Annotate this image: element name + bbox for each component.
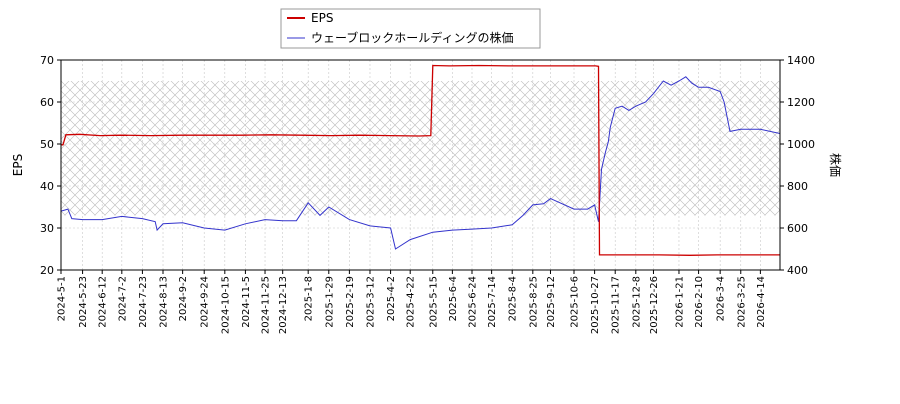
- x-tick-label: 2026-3-4: [716, 276, 727, 321]
- grid: [60, 59, 780, 271]
- y-left-tick-label: 40: [40, 180, 54, 193]
- y-left-tick-label: 20: [40, 264, 54, 277]
- x-tick-label: 2025-10-27: [590, 276, 601, 334]
- x-tick-label: 2024-11-25: [261, 276, 272, 334]
- x-tick-label: 2025-5-15: [428, 276, 439, 328]
- x-tick-label: 2025-10-6: [570, 276, 581, 328]
- x-tick-label: 2024-5-23: [78, 276, 89, 328]
- x-tick-label: 2025-11-17: [611, 276, 622, 334]
- x-tick-label: 2025-7-14: [487, 276, 498, 328]
- y-left-tick-label: 50: [40, 138, 54, 151]
- y-left-tick-label: 60: [40, 96, 54, 109]
- x-tick-label: 2026-1-21: [674, 276, 685, 328]
- left-axis: 20 30 40 50 60 70: [40, 54, 61, 277]
- x-tick-label: 2025-4-2: [386, 276, 397, 321]
- legend-label-eps: EPS: [311, 11, 333, 25]
- series-line-price: [61, 76, 780, 250]
- hatch-band: [61, 81, 780, 216]
- x-tick-label: 2024-6-12: [98, 276, 109, 328]
- x-tick-label: 2024-9-2: [178, 276, 189, 321]
- x-tick-label: 2025-1-29: [324, 276, 335, 328]
- y-left-tick-label: 30: [40, 222, 54, 235]
- x-tick-label: 2024-7-2: [117, 276, 128, 321]
- y-right-tick-label: 400: [787, 264, 808, 277]
- x-tick-label: 2025-9-12: [546, 276, 557, 328]
- y-right-tick-label: 1200: [787, 96, 815, 109]
- x-tick-label: 2025-2-19: [345, 276, 356, 328]
- x-tick-label: 2026-4-14: [756, 276, 767, 328]
- x-tick-label: 2024-7-23: [138, 276, 149, 328]
- legend-label-price: ウェーブロックホールディングの株価: [311, 30, 513, 45]
- x-tick-label: 2025-3-12: [365, 276, 376, 328]
- x-tick-label: 2024-5-1: [57, 276, 68, 321]
- x-tick-label: 2024-12-13: [278, 276, 289, 334]
- x-tick-label: 2025-4-22: [406, 276, 417, 328]
- legend-box: [280, 8, 541, 49]
- y-left-axis-label: EPS: [11, 154, 25, 176]
- y-right-tick-label: 800: [787, 180, 808, 193]
- plot-frame: [60, 59, 781, 271]
- x-tick-label: 2024-10-15: [220, 276, 231, 334]
- legend: EPS ウェーブロックホールディングの株価: [280, 8, 541, 49]
- y-right-tick-label: 1000: [787, 138, 815, 151]
- x-tick-label: 2026-2-10: [694, 276, 705, 328]
- right-axis: 400 600 800 1000 1200 1400: [780, 54, 815, 277]
- x-tick-label: 2024-9-24: [200, 276, 211, 328]
- x-tick-label: 2025-6-4: [448, 276, 459, 321]
- x-tick-label: 2024-11-5: [241, 276, 252, 328]
- x-axis: 2024-5-1 2024-5-23 2024-6-12 2024-7-2 2024-7…: [57, 270, 767, 334]
- x-tick-label: 2025-12-26: [649, 276, 660, 334]
- x-tick-label: 2025-8-25: [528, 276, 539, 328]
- series-line-eps: [61, 64, 780, 256]
- y-right-tick-label: 600: [787, 222, 808, 235]
- y-left-tick-label: 70: [40, 54, 54, 67]
- x-tick-label: 2025-1-8: [304, 276, 315, 321]
- x-tick-label: 2024-8-13: [159, 276, 170, 328]
- y-right-axis-label: 株価: [828, 153, 843, 177]
- x-tick-label: 2026-3-25: [736, 276, 747, 328]
- x-tick-label: 2025-12-8: [631, 276, 642, 328]
- y-right-tick-label: 1400: [787, 54, 815, 67]
- x-tick-label: 2025-8-4: [508, 276, 519, 321]
- x-tick-label: 2025-6-24: [467, 276, 478, 328]
